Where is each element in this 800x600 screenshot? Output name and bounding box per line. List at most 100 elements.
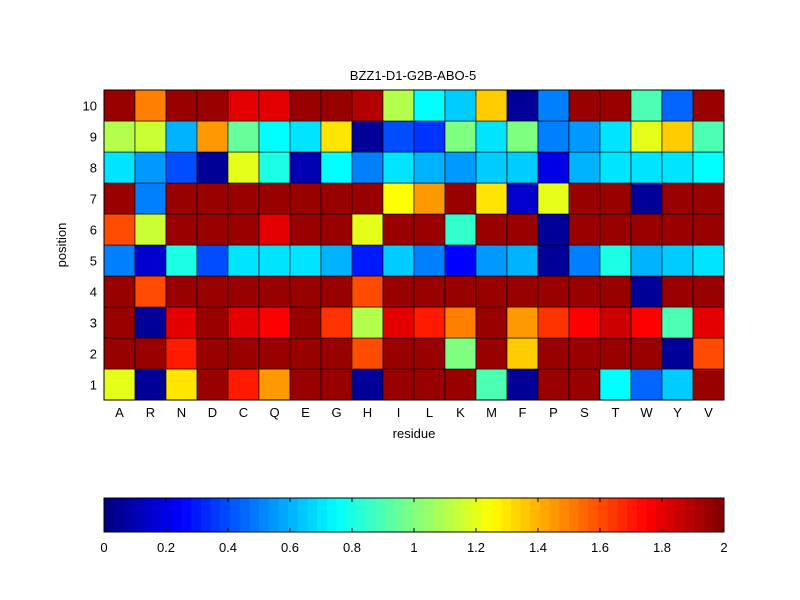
heatmap-cell [382, 275, 415, 308]
x-tick-label: W [640, 405, 653, 420]
y-tick-label: 10 [83, 99, 97, 114]
colorbar-tick-label: 1 [410, 540, 417, 555]
heatmap-cell [196, 213, 229, 246]
heatmap-cell [506, 244, 539, 277]
colorbar-step [162, 498, 173, 532]
heatmap-cell [227, 151, 260, 184]
heatmap-cell [134, 244, 167, 277]
heatmap-cell [599, 120, 632, 153]
heatmap-cell [444, 89, 477, 122]
heatmap-cell [692, 151, 725, 184]
heatmap-cell [382, 120, 415, 153]
colorbar-step [491, 498, 502, 532]
heatmap-cell [134, 337, 167, 370]
colorbar-step [598, 498, 609, 532]
heatmap-cell [661, 182, 694, 215]
heatmap-cell [661, 244, 694, 277]
colorbar-tick-label: 1.8 [653, 540, 671, 555]
colorbar-step [404, 498, 415, 532]
heatmap-cell [475, 151, 508, 184]
heatmap-cell [568, 337, 601, 370]
heatmap-cell [599, 306, 632, 339]
heatmap-cell [630, 89, 663, 122]
heatmap-cell [227, 120, 260, 153]
heatmap-cell [320, 368, 353, 401]
colorbar-step [452, 498, 463, 532]
colorbar-tick-label: 0.8 [343, 540, 361, 555]
chart-title: BZZ1-D1-G2B-ABO-5 [350, 68, 476, 83]
heatmap-cell [227, 368, 260, 401]
heatmap-cell [320, 151, 353, 184]
y-tick-label: 4 [90, 285, 97, 300]
heatmap-cell [599, 244, 632, 277]
heatmap-cell [103, 275, 136, 308]
colorbar-tick-label: 1.4 [529, 540, 547, 555]
y-tick-label: 3 [90, 316, 97, 331]
heatmap-cell [165, 151, 198, 184]
heatmap-cell [227, 306, 260, 339]
heatmap-cell [351, 368, 384, 401]
colorbar-step [355, 498, 367, 532]
heatmap-cell [165, 89, 198, 122]
x-tick-label: K [456, 405, 465, 420]
heatmap-cell [103, 306, 136, 339]
y-tick-labels: 1 2 3 4 5 6 7 8 9 10 [83, 99, 97, 393]
heatmap-cell [382, 182, 415, 215]
colorbar-step [249, 498, 260, 532]
heatmap-cell [320, 337, 353, 370]
heatmap-cell [165, 306, 198, 339]
heatmap-cell [599, 182, 632, 215]
colorbar-step [714, 498, 725, 532]
colorbar-tick-labels: 0 0.2 0.4 0.6 0.8 1 1.2 1.4 1.6 1.8 2 [100, 498, 728, 555]
heatmap-cell [692, 120, 725, 153]
heatmap-cell [320, 213, 353, 246]
heatmap-cell [227, 275, 260, 308]
heatmap-cell [506, 275, 539, 308]
colorbar-tick-label: 1.2 [467, 540, 485, 555]
heatmap-cell [196, 244, 229, 277]
heatmap-cell [196, 306, 229, 339]
colorbar-step [210, 498, 221, 532]
heatmap-cell [196, 182, 229, 215]
heatmap-cell [475, 244, 508, 277]
heatmap-cell [475, 275, 508, 308]
colorbar-step [665, 498, 677, 532]
colorbar-step [685, 498, 696, 532]
heatmap-cell [661, 89, 694, 122]
heatmap-cell [475, 182, 508, 215]
heatmap-cell [537, 306, 570, 339]
colorbar-step [336, 498, 347, 532]
heatmap-cell [537, 89, 570, 122]
heatmap-cell [661, 213, 694, 246]
heatmap-cell [382, 368, 415, 401]
heatmap-cell [692, 182, 725, 215]
heatmap-cells [103, 89, 725, 401]
heatmap-cell [165, 275, 198, 308]
heatmap-cell [289, 120, 322, 153]
y-axis-label: position [54, 223, 69, 268]
heatmap-cell [506, 213, 539, 246]
heatmap-cell [382, 151, 415, 184]
x-tick-label: A [115, 405, 124, 420]
heatmap-cell [320, 182, 353, 215]
colorbar-step [375, 498, 386, 532]
y-tick-label: 5 [90, 254, 97, 269]
heatmap-cell [134, 120, 167, 153]
colorbar-step [104, 498, 115, 532]
heatmap-cell [413, 337, 446, 370]
colorbar-step [530, 498, 541, 532]
heatmap-cell [382, 213, 415, 246]
heatmap-cell [165, 337, 198, 370]
heatmap-cell [661, 151, 694, 184]
heatmap-cell [444, 244, 477, 277]
heatmap-cell [196, 275, 229, 308]
x-tick-label: F [519, 405, 527, 420]
heatmap-cell [289, 306, 322, 339]
heatmap-cell [413, 275, 446, 308]
heatmap-cell [258, 151, 291, 184]
colorbar-step [617, 498, 628, 532]
heatmap-cell [444, 120, 477, 153]
heatmap-cell [103, 182, 136, 215]
heatmap-cell [537, 182, 570, 215]
heatmap-cell [351, 89, 384, 122]
